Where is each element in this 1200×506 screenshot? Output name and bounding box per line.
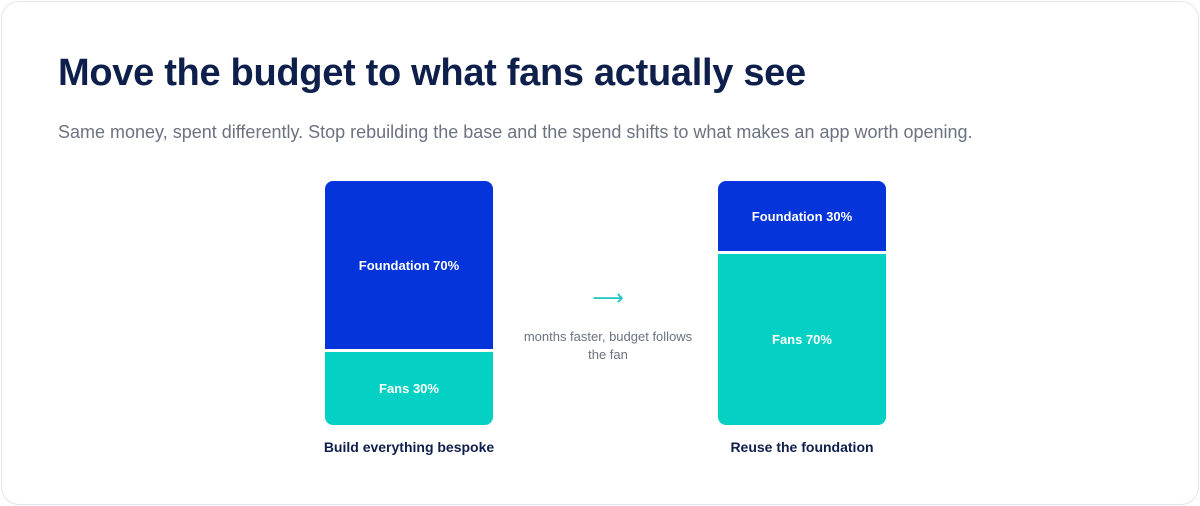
segment-label-foundation-bespoke: Foundation 70%	[358, 257, 460, 273]
stacked-bar-bespoke: Foundation 70% Fans 30%	[325, 181, 493, 425]
segment-foundation-reuse: Foundation 30%	[718, 181, 886, 254]
page-title: Move the budget to what fans actually se…	[58, 52, 806, 94]
page-subtitle: Same money, spent differently. Stop rebu…	[58, 122, 973, 142]
segment-foundation-bespoke: Foundation 70%	[325, 181, 493, 352]
transition-note: months faster, budget follows the fan	[523, 329, 693, 362]
bar-caption-bespoke: Build everything bespoke	[323, 439, 495, 455]
bar-caption-reuse: Reuse the foundation	[730, 439, 874, 455]
stacked-bar-reuse: Foundation 30% Fans 70%	[718, 181, 886, 425]
segment-label-fans-reuse: Fans 70%	[772, 332, 832, 347]
segment-label-foundation-reuse: Foundation 30%	[751, 208, 853, 224]
right-arrow-icon: ⟶	[592, 285, 624, 310]
segment-label-fans-bespoke: Fans 30%	[379, 381, 439, 396]
segment-fans-bespoke: Fans 30%	[325, 352, 493, 425]
segment-fans-reuse: Fans 70%	[718, 254, 886, 425]
